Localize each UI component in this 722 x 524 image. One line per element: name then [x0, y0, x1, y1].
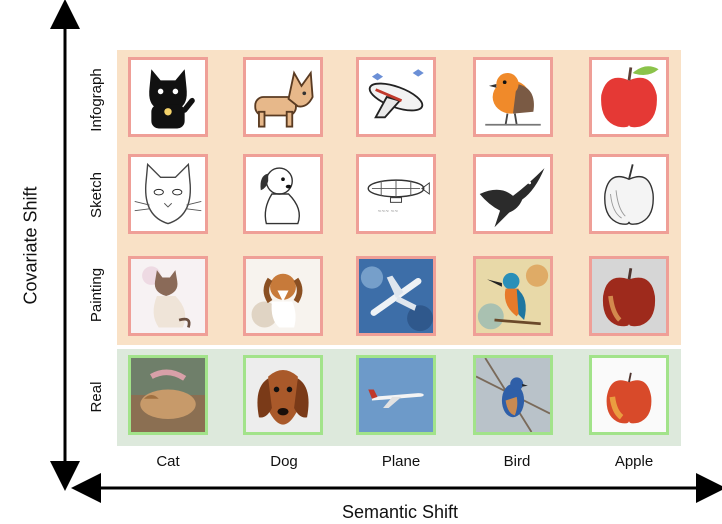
col-label-plane: Plane: [381, 453, 421, 470]
siamese-cat-painting-icon: [131, 259, 205, 333]
plane-painting-icon: [359, 259, 433, 333]
apple-photo-icon: [592, 358, 666, 432]
dog-watercolor-icon: [246, 259, 320, 333]
bluebird-photo-icon: [476, 358, 550, 432]
tile-sketch-dog: [243, 154, 323, 234]
row-label-real: Real: [88, 381, 105, 413]
tile-painting-dog: [243, 256, 323, 336]
corgi-icon: [246, 60, 320, 134]
apple-painting-icon: [592, 259, 666, 333]
col-label-apple: Apple: [614, 453, 654, 470]
sleeping-cat-photo-icon: [131, 358, 205, 432]
tile-infograph-apple: [589, 57, 669, 137]
tile-real-bird: [473, 355, 553, 435]
dachshund-photo-icon: [246, 358, 320, 432]
tile-real-apple: [589, 355, 669, 435]
y-axis-title: Covariate Shift: [20, 186, 41, 305]
tile-infograph-plane: [356, 57, 436, 137]
apple-sketch-icon: [592, 157, 666, 231]
robin-icon: [476, 60, 550, 134]
tile-sketch-bird: [473, 154, 553, 234]
tile-real-dog: [243, 355, 323, 435]
tile-painting-bird: [473, 256, 553, 336]
lucky-cat-icon: [131, 60, 205, 134]
airliner-photo-icon: [359, 358, 433, 432]
tile-infograph-cat: [128, 57, 208, 137]
tile-infograph-bird: [473, 57, 553, 137]
svg-text:~~~ ~~: ~~~ ~~: [378, 210, 399, 215]
col-label-dog: Dog: [270, 453, 298, 470]
tile-painting-plane: [356, 256, 436, 336]
tile-painting-cat: [128, 256, 208, 336]
x-axis-title: Semantic Shift: [341, 502, 459, 522]
tile-sketch-plane: ~~~ ~~: [356, 154, 436, 234]
cat-sketch-icon: [131, 157, 205, 231]
red-apple-icon: [592, 60, 666, 134]
tile-sketch-apple: [589, 154, 669, 234]
tile-painting-apple: [589, 256, 669, 336]
row-label-painting: Painting: [88, 267, 105, 323]
row-label-infograph: Infograph: [88, 68, 105, 132]
tile-real-cat: [128, 355, 208, 435]
kingfisher-painting-icon: [476, 259, 550, 333]
puppy-sketch-icon: [246, 157, 320, 231]
row-label-sketch: Sketch: [88, 172, 105, 218]
swallow-sketch-icon: [476, 157, 550, 231]
airship-sketch-icon: ~~~ ~~: [359, 157, 433, 231]
cartoon-plane-icon: [359, 60, 433, 134]
tile-sketch-cat: [128, 154, 208, 234]
col-label-bird: Bird: [503, 453, 531, 470]
col-label-cat: Cat: [156, 453, 180, 470]
tile-real-plane: [356, 355, 436, 435]
tile-infograph-dog: [243, 57, 323, 137]
